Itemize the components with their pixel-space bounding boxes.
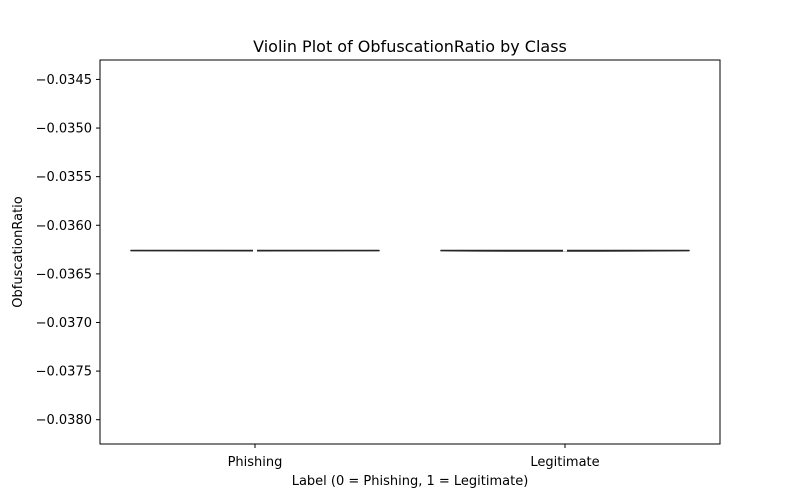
- y-tick-label: −0.0345: [36, 73, 92, 88]
- y-tick-label: −0.0370: [36, 316, 92, 331]
- x-axis-label: Label (0 = Phishing, 1 = Legitimate): [292, 474, 529, 489]
- y-tick-label: −0.0355: [36, 170, 92, 185]
- y-tick-label: −0.0365: [36, 267, 92, 282]
- chart-title: Violin Plot of ObfuscationRatio by Class: [253, 37, 567, 56]
- y-tick-label: −0.0360: [36, 219, 92, 234]
- y-axis-label: ObfuscationRatio: [11, 196, 26, 308]
- y-tick-label: −0.0380: [36, 413, 92, 428]
- x-tick-label: Legitimate: [530, 455, 599, 470]
- x-axis: Phishing Legitimate: [228, 444, 600, 470]
- y-axis: −0.0345 −0.0350 −0.0355 −0.0360 −0.0365 −0.03…: [36, 73, 100, 428]
- plot-area: [99, 59, 721, 445]
- x-tick-label: Phishing: [228, 455, 283, 470]
- y-tick-label: −0.0350: [36, 122, 92, 137]
- y-tick-label: −0.0375: [36, 365, 92, 380]
